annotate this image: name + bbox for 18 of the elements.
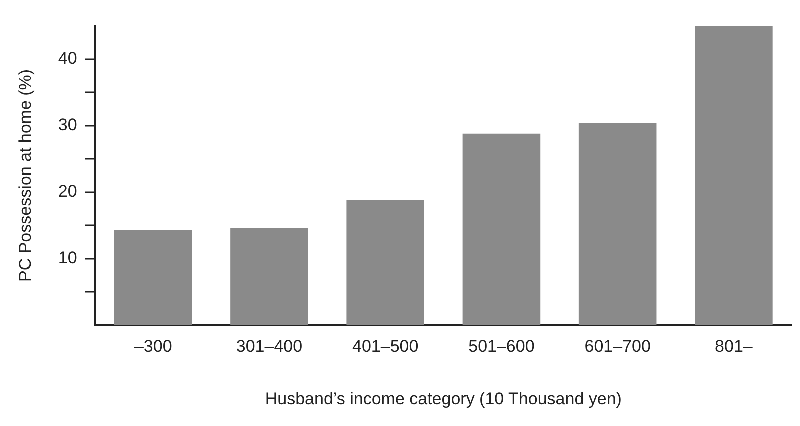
y-tick-label: 30 (58, 116, 78, 135)
x-tick-label: –300 (134, 337, 172, 356)
bar (114, 230, 192, 326)
x-axis-title: Husband’s income category (10 Thousand yen) (265, 389, 622, 408)
x-tick-label: 301–400 (236, 337, 303, 356)
y-tick-label: 40 (58, 49, 78, 68)
x-tick-label: 401–500 (352, 337, 419, 356)
x-tick-label: 501–600 (468, 337, 535, 356)
y-tick-label: 20 (58, 182, 78, 201)
bar (578, 123, 657, 326)
y-tick-label: 10 (58, 248, 78, 268)
x-tick-label: 601–700 (584, 337, 651, 356)
bar (230, 228, 308, 326)
bar (695, 26, 773, 326)
bar (346, 200, 424, 326)
x-tick-label: 801– (715, 337, 754, 356)
bar (462, 134, 541, 326)
y-axis-title: PC Possession at home (%) (16, 69, 35, 282)
